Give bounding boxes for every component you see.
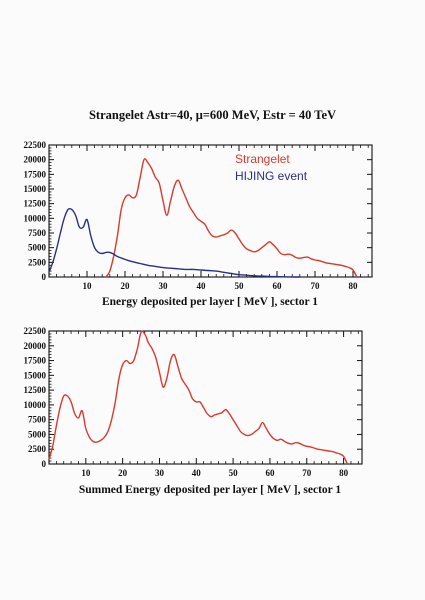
top-y-tick-label: 17500 bbox=[24, 169, 47, 179]
bottom-plot: 0 2500 5000 7500 10000 12500 15000 17500 20000 22… bbox=[24, 326, 363, 478]
top-y-tick-label: 22500 bbox=[24, 140, 47, 150]
top-x-tick-label: 70 bbox=[311, 281, 321, 291]
bottom-x-tick-label: 60 bbox=[265, 468, 275, 478]
bottom-y-tick-label: 20000 bbox=[24, 341, 47, 351]
top-plot: 0 2500 5000 7500 10000 12500 15000 17500 20000 22… bbox=[24, 140, 373, 291]
top-x-tick-label: 60 bbox=[273, 281, 283, 291]
bottom-x-tick-label: 30 bbox=[155, 468, 165, 478]
top-y-tick-label: 12500 bbox=[24, 199, 47, 209]
bottom-x-tick-label: 50 bbox=[229, 468, 239, 478]
legend-entry-hijing-event: HIJING event bbox=[235, 169, 308, 183]
top-plot-frame bbox=[48, 144, 373, 278]
bottom-y-tick-label: 2500 bbox=[28, 444, 47, 454]
bottom-y-tick-label: 12500 bbox=[24, 385, 47, 395]
top-x-tick-label: 50 bbox=[235, 281, 245, 291]
top-y-tick-label: 0 bbox=[42, 272, 47, 282]
top-y-tick-label: 2500 bbox=[28, 257, 47, 267]
bottom-y-tick-label: 15000 bbox=[24, 370, 47, 380]
top-series-hijing-event bbox=[48, 207, 300, 278]
top-x-tick-label: 40 bbox=[197, 281, 207, 291]
bottom-y-tick-label: 7500 bbox=[28, 415, 47, 425]
top-y-tick-label: 20000 bbox=[24, 155, 47, 165]
top-y-tick-label: 10000 bbox=[24, 213, 47, 223]
top-x-tick-label: 80 bbox=[349, 281, 359, 291]
legend-entry-strangelet: Strangelet bbox=[235, 152, 290, 166]
bottom-x-tick-label: 70 bbox=[302, 468, 312, 478]
top-y-tick-label: 15000 bbox=[24, 184, 47, 194]
bottom-plot-frame bbox=[48, 330, 363, 465]
top-x-tick-label: 10 bbox=[83, 281, 93, 291]
top-x-tick-label: 30 bbox=[159, 281, 169, 291]
bottom-x-tick-label: 40 bbox=[192, 468, 202, 478]
top-x-tick-label: 20 bbox=[121, 281, 131, 291]
top-x-axis-label: Energy deposited per layer [ MeV ], sect… bbox=[101, 296, 318, 308]
bottom-y-tick-label: 5000 bbox=[28, 429, 47, 439]
top-series-strangelet bbox=[105, 158, 358, 278]
bottom-y-tick-label: 22500 bbox=[24, 326, 47, 336]
chart-title: Strangelet Astr=40, μ=600 MeV, Estr = 40… bbox=[88, 108, 337, 122]
top-y-tick-label: 5000 bbox=[28, 243, 47, 253]
bottom-y-tick-label: 0 bbox=[42, 459, 47, 469]
top-y-tick-label: 7500 bbox=[28, 228, 47, 238]
bottom-x-axis-label: Summed Energy deposited per layer [ MeV … bbox=[78, 484, 342, 496]
bottom-y-tick-label: 17500 bbox=[24, 356, 47, 366]
bottom-x-tick-label: 10 bbox=[81, 468, 91, 478]
bottom-series-summed bbox=[48, 330, 348, 465]
bottom-y-tick-label: 10000 bbox=[24, 400, 47, 410]
bottom-x-tick-label: 20 bbox=[118, 468, 128, 478]
bottom-x-tick-label: 80 bbox=[339, 468, 349, 478]
